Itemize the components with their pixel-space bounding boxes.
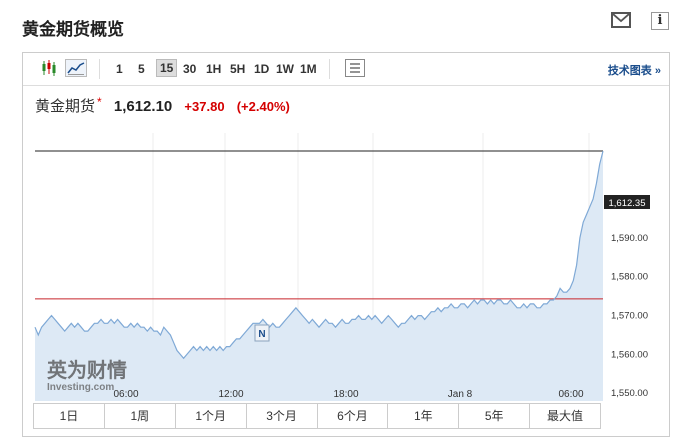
range-1w[interactable]: 1周 <box>105 404 176 428</box>
price-area <box>35 151 603 401</box>
chart-panel: 1 5 15 30 1H 5H 1D 1W 1M 技术图表 » 黄金期货 * 1,… <box>22 52 670 437</box>
toolbar-divider <box>329 59 330 79</box>
timeframe-1[interactable]: 1 <box>116 62 123 76</box>
y-tick-label: 1,570.00 <box>611 311 648 322</box>
timeframe-5h[interactable]: 5H <box>230 62 246 76</box>
timeframe-1m[interactable]: 1M <box>300 62 317 76</box>
instrument-name: 黄金期货 <box>35 98 96 115</box>
price-chart[interactable]: 英为财情 Investing.com 1,550.00 1,560.00 1,570… <box>23 125 669 401</box>
timeframe-30[interactable]: 30 <box>183 62 197 76</box>
svg-text:1,612.35: 1,612.35 <box>609 198 646 209</box>
candlestick-chart-icon[interactable] <box>41 59 57 77</box>
timeframe-15[interactable]: 15 <box>156 59 178 77</box>
svg-text:N: N <box>258 329 265 340</box>
timeframe-1h[interactable]: 1H <box>206 62 222 76</box>
y-tick-label: 1,550.00 <box>611 388 648 399</box>
range-6m[interactable]: 6个月 <box>318 404 389 428</box>
advanced-chart-link[interactable]: 技术图表 » <box>607 65 661 77</box>
x-tick-label: 18:00 <box>333 389 358 400</box>
range-1d[interactable]: 1日 <box>34 404 105 428</box>
line-chart-icon[interactable] <box>65 59 87 77</box>
news-marker: N <box>254 324 270 342</box>
chart-settings-icon[interactable] <box>345 59 365 77</box>
x-tick-label: Jan 8 <box>448 389 473 400</box>
toolbar-divider <box>99 59 100 79</box>
timeframe-1w[interactable]: 1W <box>276 62 294 76</box>
watermark-en: Investing.com <box>47 382 114 393</box>
range-max[interactable]: 最大值 <box>547 409 584 423</box>
last-price: 1,612.10 <box>113 98 173 115</box>
y-axis-labels: 1,550.00 1,560.00 1,570.00 1,580.00 1,590.00… <box>611 194 648 399</box>
chart-toolbar: 1 5 15 30 1H 5H 1D 1W 1M 技术图表 » <box>23 53 669 86</box>
range-selector: 1日 1周 1个月 3个月 6个月 1年 5年 最大值 <box>33 403 601 429</box>
x-tick-label: 06:00 <box>113 389 138 400</box>
quote-header: 黄金期货 * 1,612.10 +37.80 (+2.40%) <box>35 95 290 116</box>
x-axis-labels: 06:00 12:00 18:00 Jan 8 06:00 <box>113 389 583 400</box>
timeframe-5[interactable]: 5 <box>138 62 145 76</box>
info-icon[interactable]: i <box>651 12 669 30</box>
range-1y[interactable]: 1年 <box>388 404 460 428</box>
delayed-marker: * <box>97 95 102 109</box>
investing-logo: 英为财情 Investing.com <box>47 358 127 393</box>
y-tick-label: 1,580.00 <box>611 272 648 283</box>
x-tick-label: 06:00 <box>558 389 583 400</box>
y-tick-label: 1,560.00 <box>611 349 648 360</box>
email-icon[interactable] <box>611 12 631 28</box>
page-title: 黄金期货概览 <box>22 20 124 39</box>
range-3m[interactable]: 3个月 <box>247 404 318 428</box>
x-tick-label: 12:00 <box>218 389 243 400</box>
price-change: +37.80 <box>184 99 225 114</box>
range-5y[interactable]: 5年 <box>459 404 531 428</box>
price-line <box>34 150 604 360</box>
watermark-cn: 英为财情 <box>47 358 127 382</box>
last-price-tag: 1,612.35 <box>604 195 650 209</box>
range-1m[interactable]: 1个月 <box>176 404 247 428</box>
price-change-percent: (+2.40%) <box>236 99 290 114</box>
timeframe-1d[interactable]: 1D <box>254 62 270 76</box>
y-tick-label: 1,590.00 <box>611 233 648 244</box>
